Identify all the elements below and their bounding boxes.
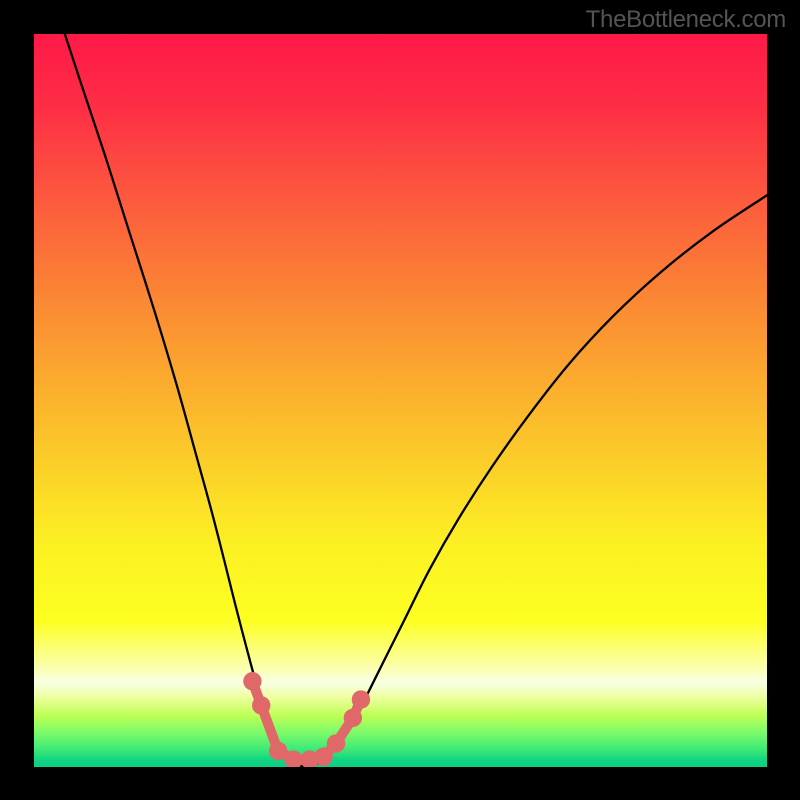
marker-dot [327, 734, 345, 752]
chart-background [34, 34, 767, 767]
marker-dot [352, 690, 370, 708]
chart-svg [34, 34, 767, 767]
marker-dot [344, 709, 362, 727]
marker-dot [243, 672, 261, 690]
bottleneck-chart [34, 34, 767, 767]
marker-dot [269, 742, 287, 760]
watermark-text: TheBottleneck.com [586, 6, 786, 34]
marker-dot [252, 696, 270, 714]
